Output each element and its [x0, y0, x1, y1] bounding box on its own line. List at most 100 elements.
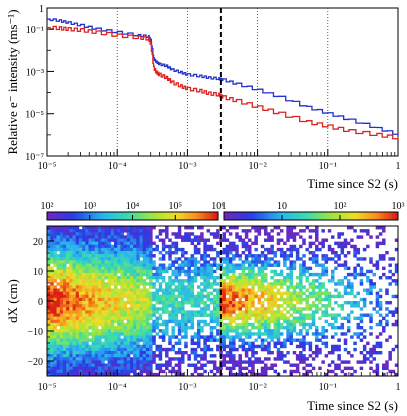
heatmap-cell [142, 269, 147, 274]
heatmap-cell [299, 297, 303, 302]
heatmap-cell [394, 363, 399, 367]
heatmap-cell [139, 288, 144, 292]
heatmap-cell [133, 332, 137, 336]
heatmap-cell [142, 360, 147, 364]
heatmap-cell [66, 272, 70, 277]
heatmap-cell [136, 229, 140, 233]
heatmap-cell [133, 247, 137, 252]
heatmap-cell [177, 257, 182, 261]
heatmap-cell [117, 226, 121, 230]
heatmap-cell [315, 232, 319, 236]
heatmap-cell [56, 307, 61, 311]
heatmap-cell [225, 238, 230, 242]
heatmap-cell [391, 272, 396, 277]
heatmap-cell [59, 254, 64, 258]
heatmap-cell [155, 288, 159, 292]
heatmap-cell [133, 276, 137, 280]
heatmap-cell [139, 351, 144, 355]
heatmap-cell [273, 341, 278, 346]
heatmap-cell [85, 335, 89, 339]
heatmap-cell [66, 229, 70, 233]
heatmap-cell [82, 304, 86, 308]
heatmap-cell [235, 360, 239, 364]
heatmap-cell [50, 307, 54, 311]
heatmap-cell [311, 319, 316, 324]
heatmap-cell [85, 357, 89, 361]
heatmap-cell [184, 326, 188, 330]
top-x-tick-label-4: 10⁻¹ [319, 161, 337, 172]
heatmap-cell [248, 301, 252, 305]
heatmap-cell [228, 310, 233, 314]
colorbar-right-swatch [386, 212, 390, 220]
heatmap-cell [203, 244, 207, 249]
heatmap-cell [66, 251, 70, 255]
heatmap-cell [117, 301, 121, 305]
heatmap-cell [110, 257, 115, 261]
heatmap-cell [98, 244, 102, 249]
heatmap-cell [72, 294, 77, 299]
heatmap-cell [120, 276, 124, 280]
heatmap-cell [107, 307, 112, 311]
heatmap-cell [203, 347, 207, 352]
heatmap-cell [136, 235, 140, 239]
heatmap-cell [142, 272, 147, 277]
heatmap-cell [59, 260, 64, 264]
heatmap-cell [196, 338, 201, 342]
heatmap-cell [78, 369, 83, 374]
heatmap-cell [263, 263, 268, 267]
heatmap-cell [228, 294, 233, 299]
heatmap-cell [126, 232, 131, 236]
colorbar-left-swatch [126, 212, 131, 220]
heatmap-cell [289, 363, 293, 367]
heatmap-cell [254, 338, 258, 342]
heatmap-cell [343, 338, 348, 342]
heatmap-cell [114, 269, 118, 274]
heatmap-cell [165, 297, 169, 302]
heatmap-cell [129, 244, 134, 249]
heatmap-cell [305, 329, 309, 333]
colorbar-left-swatch [166, 212, 171, 220]
heatmap-cell [161, 279, 166, 283]
heatmap-cell [171, 304, 175, 308]
heatmap-cell [311, 260, 316, 264]
heatmap-cell [120, 272, 124, 277]
heatmap-cell [305, 301, 309, 305]
heatmap-cell [145, 351, 150, 355]
heatmap-cell [244, 366, 249, 371]
heatmap-cell [196, 226, 201, 230]
heatmap-cell [145, 347, 150, 352]
heatmap-cell [53, 291, 57, 296]
heatmap-cell [232, 344, 236, 349]
heatmap-cell [91, 372, 96, 377]
heatmap-cell [225, 335, 230, 339]
heatmap-cell [94, 319, 99, 324]
heatmap-cell [181, 254, 185, 258]
heatmap-cell [66, 241, 70, 246]
heatmap-cell [110, 351, 115, 355]
heatmap-cell [110, 357, 115, 361]
heatmap-cell [47, 351, 51, 355]
heatmap-cell [283, 241, 287, 246]
heatmap-cell [324, 238, 329, 242]
heatmap-cell [56, 301, 61, 305]
heatmap-cell [47, 241, 51, 246]
heatmap-cell [286, 297, 290, 302]
heatmap-cell [47, 322, 51, 327]
heatmap-cell [152, 294, 156, 299]
heatmap-cell [263, 363, 268, 367]
heatmap-cell [158, 272, 163, 277]
colorbar-right-swatch [250, 212, 254, 220]
heatmap-cell [315, 244, 319, 249]
heatmap-cell [369, 347, 373, 352]
heatmap-cell [78, 307, 83, 311]
heatmap-cell [126, 288, 131, 292]
heatmap-cell [200, 297, 204, 302]
heatmap-cell [133, 338, 137, 342]
heatmap-cell [190, 372, 195, 377]
heatmap-cell [196, 335, 201, 339]
heatmap-cell [145, 319, 150, 324]
heatmap-cell [260, 322, 265, 327]
heatmap-cell [254, 344, 258, 349]
heatmap-cell [181, 269, 185, 274]
heatmap-cell [302, 307, 306, 311]
